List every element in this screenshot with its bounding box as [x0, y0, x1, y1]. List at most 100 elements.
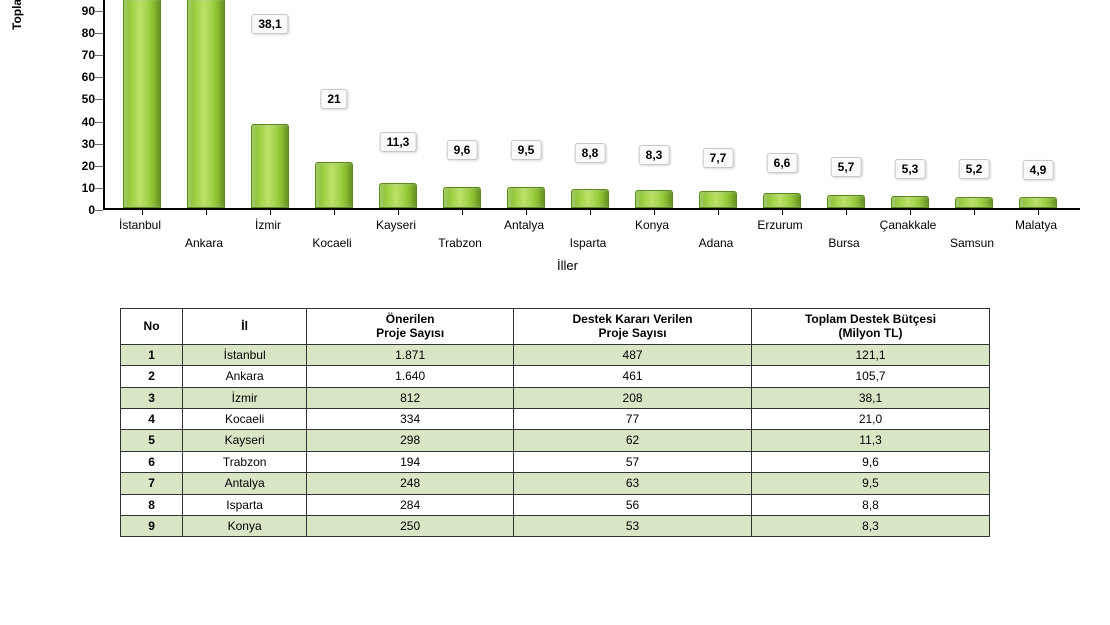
- bar-group: 8,8: [571, 189, 609, 208]
- table-cell: 7: [121, 473, 183, 494]
- bar: [699, 191, 737, 208]
- bar-group: 8,3: [635, 190, 673, 208]
- bar-value-label: 4,9: [1023, 160, 1054, 180]
- x-tick-label: Isparta: [570, 236, 607, 250]
- bar: [1019, 197, 1057, 208]
- table-cell: 9,6: [752, 451, 990, 472]
- col-header-no: No: [121, 309, 183, 345]
- bar: [635, 190, 673, 208]
- bar-value-label: 8,3: [639, 145, 670, 165]
- y-tick-label: 30: [57, 137, 95, 151]
- table-row: 8Isparta284568,8: [121, 494, 990, 515]
- x-tick-label: Çanakkale: [880, 218, 937, 232]
- x-tick-label: Kayseri: [376, 218, 416, 232]
- table-row: 1İstanbul1.871487121,1: [121, 344, 990, 365]
- y-axis-label: Toplam Destek Bütçesi: [10, 0, 24, 30]
- table-cell: 2: [121, 366, 183, 387]
- table-cell: 9: [121, 515, 183, 536]
- x-tick-label: Trabzon: [438, 236, 482, 250]
- bar: [187, 0, 225, 208]
- bar: [827, 195, 865, 208]
- table-header-row: No İl ÖnerilenProje Sayısı Destek Kararı…: [121, 309, 990, 345]
- table-cell: 11,3: [752, 430, 990, 451]
- bar-value-label: 5,2: [959, 159, 990, 179]
- table-cell: Ankara: [183, 366, 307, 387]
- table-cell: Konya: [183, 515, 307, 536]
- table-cell: 21,0: [752, 408, 990, 429]
- bar: [443, 187, 481, 208]
- table-cell: Isparta: [183, 494, 307, 515]
- bar: [315, 162, 353, 208]
- table-cell: 8,8: [752, 494, 990, 515]
- bar-group: [187, 0, 225, 208]
- y-tick-label: 80: [57, 26, 95, 40]
- bar: [379, 183, 417, 208]
- bar-value-label: 9,5: [511, 140, 542, 160]
- bar: [763, 193, 801, 208]
- table-cell: 57: [514, 451, 752, 472]
- bar-group: 4,9: [1019, 197, 1057, 208]
- table-cell: 248: [307, 473, 514, 494]
- table-cell: 4: [121, 408, 183, 429]
- bar-group: 6,6: [763, 193, 801, 208]
- table-cell: 77: [514, 408, 752, 429]
- bar: [251, 124, 289, 208]
- table-cell: 3: [121, 387, 183, 408]
- table-cell: 250: [307, 515, 514, 536]
- y-tick-label: 0: [57, 203, 95, 217]
- table-cell: 8: [121, 494, 183, 515]
- table-cell: Antalya: [183, 473, 307, 494]
- table-cell: 487: [514, 344, 752, 365]
- table-cell: 6: [121, 451, 183, 472]
- y-tick-label: 10: [57, 181, 95, 195]
- bar-group: 9,6: [443, 187, 481, 208]
- bar-group: 5,3: [891, 196, 929, 208]
- bar-group: 11,3: [379, 183, 417, 208]
- bar-group: 5,7: [827, 195, 865, 208]
- x-tick-label: Malatya: [1015, 218, 1057, 232]
- x-axis-labels: İstanbulAnkaraİzmirKocaeliKayseriTrabzon…: [103, 218, 1080, 258]
- bar-group: 21: [315, 162, 353, 208]
- table-cell: 812: [307, 387, 514, 408]
- bar: [571, 189, 609, 208]
- y-tick-label: 40: [57, 115, 95, 129]
- bar-group: 38,1: [251, 124, 289, 208]
- bar: [955, 197, 993, 208]
- table-row: 9Konya250538,3: [121, 515, 990, 536]
- bar-group: 7,7: [699, 191, 737, 208]
- col-header-onerilen: ÖnerilenProje Sayısı: [307, 309, 514, 345]
- table-cell: 53: [514, 515, 752, 536]
- bar-value-label: 8,8: [575, 143, 606, 163]
- x-tick-label: Adana: [699, 236, 734, 250]
- x-tick-label: Bursa: [828, 236, 859, 250]
- x-axis-title: İller: [557, 258, 578, 273]
- y-tick-label: 20: [57, 159, 95, 173]
- table-row: 2Ankara1.640461105,7: [121, 366, 990, 387]
- bar-value-label: 11,3: [380, 132, 417, 152]
- chart-area: Toplam Destek Bütçesi 010203040506070809…: [55, 0, 1080, 290]
- table-cell: 208: [514, 387, 752, 408]
- bar-value-label: 6,6: [767, 153, 798, 173]
- table-cell: 9,5: [752, 473, 990, 494]
- x-tick-label: Erzurum: [757, 218, 802, 232]
- x-tick-label: Konya: [635, 218, 669, 232]
- bar-value-label: 38,1: [251, 14, 288, 34]
- table-cell: Kayseri: [183, 430, 307, 451]
- table-cell: 5: [121, 430, 183, 451]
- table-cell: 334: [307, 408, 514, 429]
- x-tick-label: İzmir: [255, 218, 281, 232]
- table-row: 5Kayseri2986211,3: [121, 430, 990, 451]
- y-tick-label: 70: [57, 48, 95, 62]
- bar-value-label: 7,7: [703, 148, 734, 168]
- chart-plot: 38,1 21 11,3 9,6 9,5 8,8 8,3 7,7 6,6 5,7 5,3 5,2 4,9: [103, 0, 1080, 210]
- table-cell: 461: [514, 366, 752, 387]
- table-cell: 8,3: [752, 515, 990, 536]
- bar: [507, 187, 545, 208]
- table-cell: 1: [121, 344, 183, 365]
- x-tick-label: Antalya: [504, 218, 544, 232]
- col-header-il: İl: [183, 309, 307, 345]
- y-tick-label: 50: [57, 92, 95, 106]
- col-header-toplam: Toplam Destek Bütçesi(Milyon TL): [752, 309, 990, 345]
- y-axis: 0102030405060708090: [55, 0, 95, 210]
- bar-value-label: 5,7: [831, 157, 862, 177]
